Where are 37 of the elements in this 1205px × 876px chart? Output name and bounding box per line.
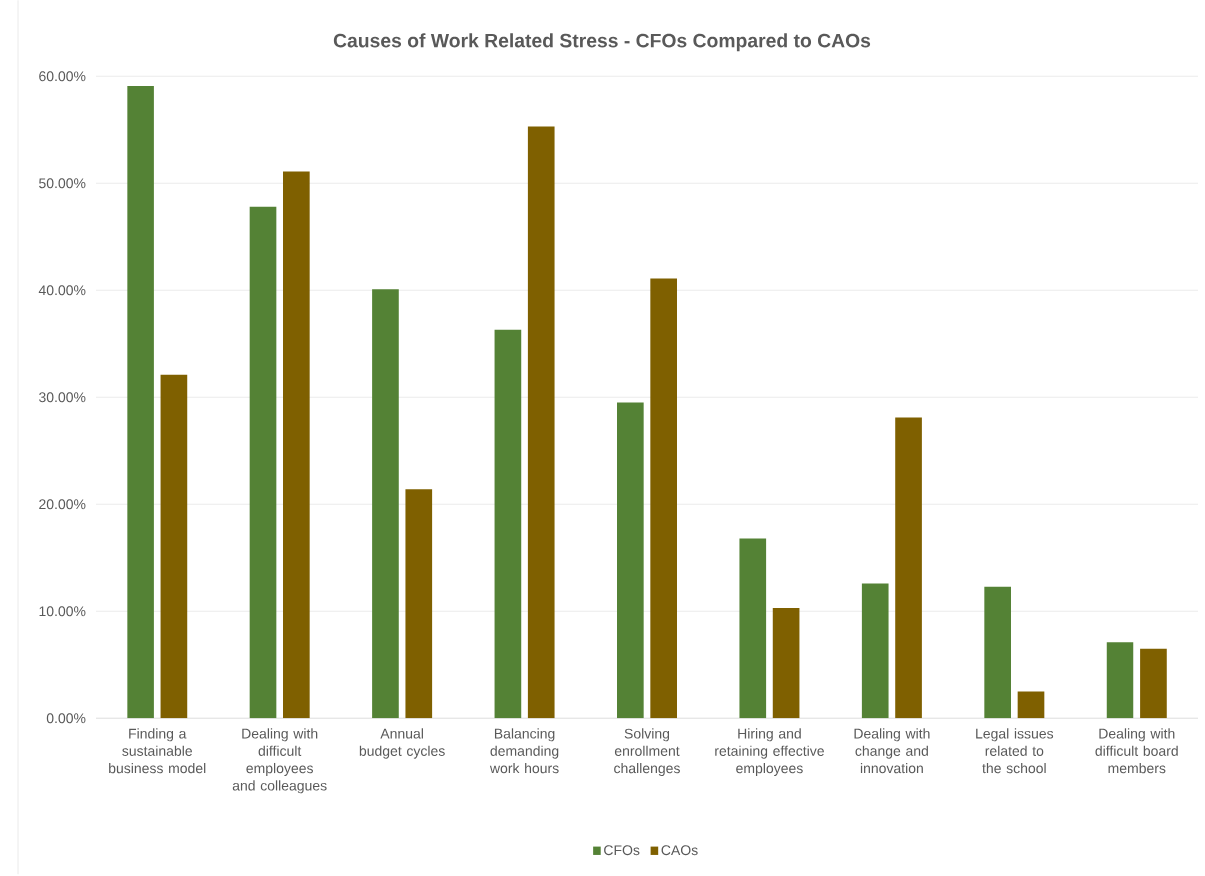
- bar: [1017, 691, 1045, 719]
- bar: [617, 402, 644, 719]
- bar: [895, 417, 922, 719]
- bar: [1140, 648, 1167, 719]
- bar: [984, 586, 1011, 719]
- bar: [494, 329, 522, 719]
- x-tick-label: Annual budget cycles: [359, 728, 445, 759]
- legend-label: CAOs: [661, 845, 698, 856]
- x-tick-label: Dealing with difficult board members: [1095, 728, 1178, 774]
- bar: [861, 583, 889, 719]
- y-tick-label: 40.00%: [38, 285, 86, 296]
- bar: [160, 374, 188, 719]
- x-tick-label: Finding a sustainable business model: [109, 728, 206, 774]
- x-tick-label: Balancing demanding work hours: [489, 728, 559, 774]
- y-tick-label: 50.00%: [39, 178, 86, 189]
- bar: [739, 538, 767, 719]
- x-tick-label: Legal issues related to the school: [976, 728, 1054, 774]
- bar: [650, 278, 677, 719]
- bar: [772, 607, 800, 719]
- x-tick-label: Hiring and retaining effective employees: [715, 728, 824, 776]
- bar: [127, 85, 154, 719]
- bar: [372, 289, 399, 719]
- y-tick-label: 30.00%: [39, 392, 86, 403]
- y-tick-label: 10.00%: [39, 606, 86, 617]
- bar: [1106, 642, 1134, 719]
- bar: [405, 489, 433, 719]
- y-tick-label: 20.00%: [39, 499, 86, 510]
- bar: [249, 206, 277, 719]
- bar: [527, 126, 555, 719]
- y-tick-label: 60.00%: [39, 71, 86, 82]
- legend-label: CFOs: [604, 845, 640, 856]
- x-tick-label: Solving enrollment challenges: [614, 728, 680, 776]
- chart-title: Causes of Work Related Stress - CFOs Compared to CAOs: [333, 33, 871, 52]
- x-tick-label: Dealing with difficult employees and colleagues: [232, 728, 327, 794]
- x-tick-label: Dealing with change and innovation: [854, 728, 930, 774]
- bar: [283, 171, 310, 719]
- y-tick-label: 0.00%: [46, 713, 86, 724]
